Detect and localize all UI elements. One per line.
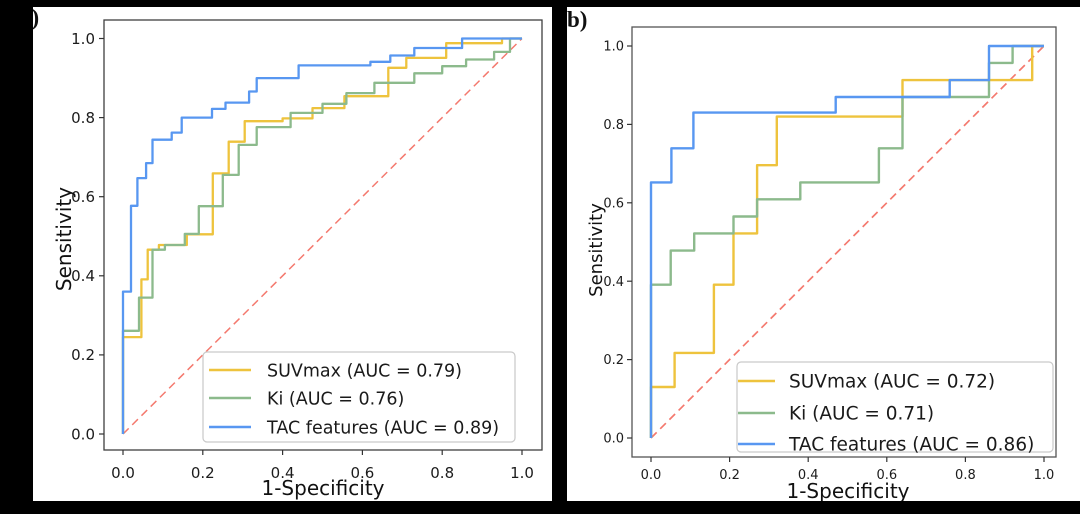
axes-frame xyxy=(631,26,1057,458)
chance-diagonal xyxy=(650,45,1045,439)
x-tick-label: 0.2 xyxy=(191,464,215,482)
x-tick-label: 0.8 xyxy=(430,464,454,482)
roc-chart-a: 0.0 0.2 0.4 0.6 0.8 1.0 0.0 0.2 0.4 0.6 0.8 1.0 1-Sp… xyxy=(52,19,543,500)
x-axis-label: 1-Specificity xyxy=(261,476,384,500)
legend-label-ki: Ki (AUC = 0.76) xyxy=(267,389,404,409)
y-tick-label: 1.0 xyxy=(603,40,624,55)
y-tick-label: 0.8 xyxy=(603,118,624,133)
legend-label-suvmax: SUVmax (AUC = 0.72) xyxy=(789,372,995,393)
roc-curve-suvmax xyxy=(121,37,522,434)
y-tick-label: 0.4 xyxy=(71,267,95,285)
roc-curve-ki xyxy=(121,37,522,434)
legend-box xyxy=(736,361,1054,453)
y-tick-label: 0.0 xyxy=(71,425,95,443)
letterbox-middle xyxy=(552,0,567,514)
legend-box xyxy=(202,351,516,443)
x-tick-label: 0.4 xyxy=(798,468,819,483)
y-axis-label: Sensitivity xyxy=(586,203,607,297)
y-tick-label: 0.2 xyxy=(71,346,95,364)
roc-curve-suvmax xyxy=(649,44,1044,438)
roc-chart-b: 0.0 0.2 0.4 0.6 0.8 1.0 0.0 0.2 0.4 0.6 0.8 1.0 1-Sp… xyxy=(586,26,1057,503)
roc-curve-tac-features xyxy=(649,44,1044,438)
x-tick-label: 1.0 xyxy=(510,464,534,482)
x-tick-label: 0.0 xyxy=(641,468,662,483)
roc-curve-tac-features xyxy=(121,37,522,434)
x-tick-label: 0.4 xyxy=(271,464,295,482)
y-tick-label: 0.0 xyxy=(603,432,624,447)
x-tick-label: 0.2 xyxy=(719,468,740,483)
letterbox-bottom xyxy=(0,501,1080,514)
x-tick-label: 0.6 xyxy=(350,464,374,482)
legend-label-tac-features: TAC features (AUC = 0.86) xyxy=(788,435,1034,456)
y-axis-label: Sensitivity xyxy=(52,187,76,291)
x-axis-label: 1-Specificity xyxy=(786,479,909,501)
x-tick-label: 0.0 xyxy=(111,464,135,482)
roc-panel-b: 0.0 0.2 0.4 0.6 0.8 1.0 0.0 0.2 0.4 0.6 0.8 1.0 1-Sp… xyxy=(567,7,1080,503)
y-tick-label: 0.8 xyxy=(71,109,95,127)
x-tick-label: 1.0 xyxy=(1034,468,1055,483)
y-tick-label: 1.0 xyxy=(71,30,95,48)
chance-diagonal xyxy=(122,37,523,435)
panel-b-label: b) xyxy=(567,7,588,32)
y-tick-label: 0.6 xyxy=(71,188,95,206)
y-tick-label: 0.6 xyxy=(603,196,624,211)
x-tick-label: 0.8 xyxy=(955,468,976,483)
roc-panel-a: 0.0 0.2 0.4 0.6 0.8 1.0 0.0 0.2 0.4 0.6 0.8 1.0 1-Sp… xyxy=(33,7,552,501)
x-tick-label: 0.6 xyxy=(876,468,897,483)
y-tick-label: 0.4 xyxy=(603,275,624,290)
letterbox-top xyxy=(0,0,1080,7)
legend-label-tac-features: TAC features (AUC = 0.89) xyxy=(266,418,499,438)
legend-label-suvmax: SUVmax (AUC = 0.79) xyxy=(267,361,462,381)
legend-label-ki: Ki (AUC = 0.71) xyxy=(789,404,934,425)
axes-frame xyxy=(103,19,543,451)
letterbox-left xyxy=(0,0,33,514)
y-tick-label: 0.2 xyxy=(603,353,624,368)
